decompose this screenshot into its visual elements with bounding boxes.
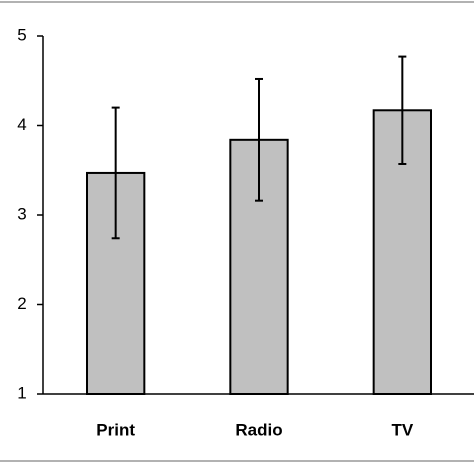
y-tick-label: 1	[17, 383, 26, 402]
y-tick-label: 2	[17, 294, 26, 313]
x-tick-label: Print	[96, 420, 135, 439]
y-tick-label: 4	[17, 115, 26, 134]
x-tick-label: Radio	[235, 420, 282, 439]
x-tick-label: TV	[391, 420, 413, 439]
y-tick-label: 5	[17, 25, 26, 44]
y-tick-label: 3	[17, 204, 26, 223]
